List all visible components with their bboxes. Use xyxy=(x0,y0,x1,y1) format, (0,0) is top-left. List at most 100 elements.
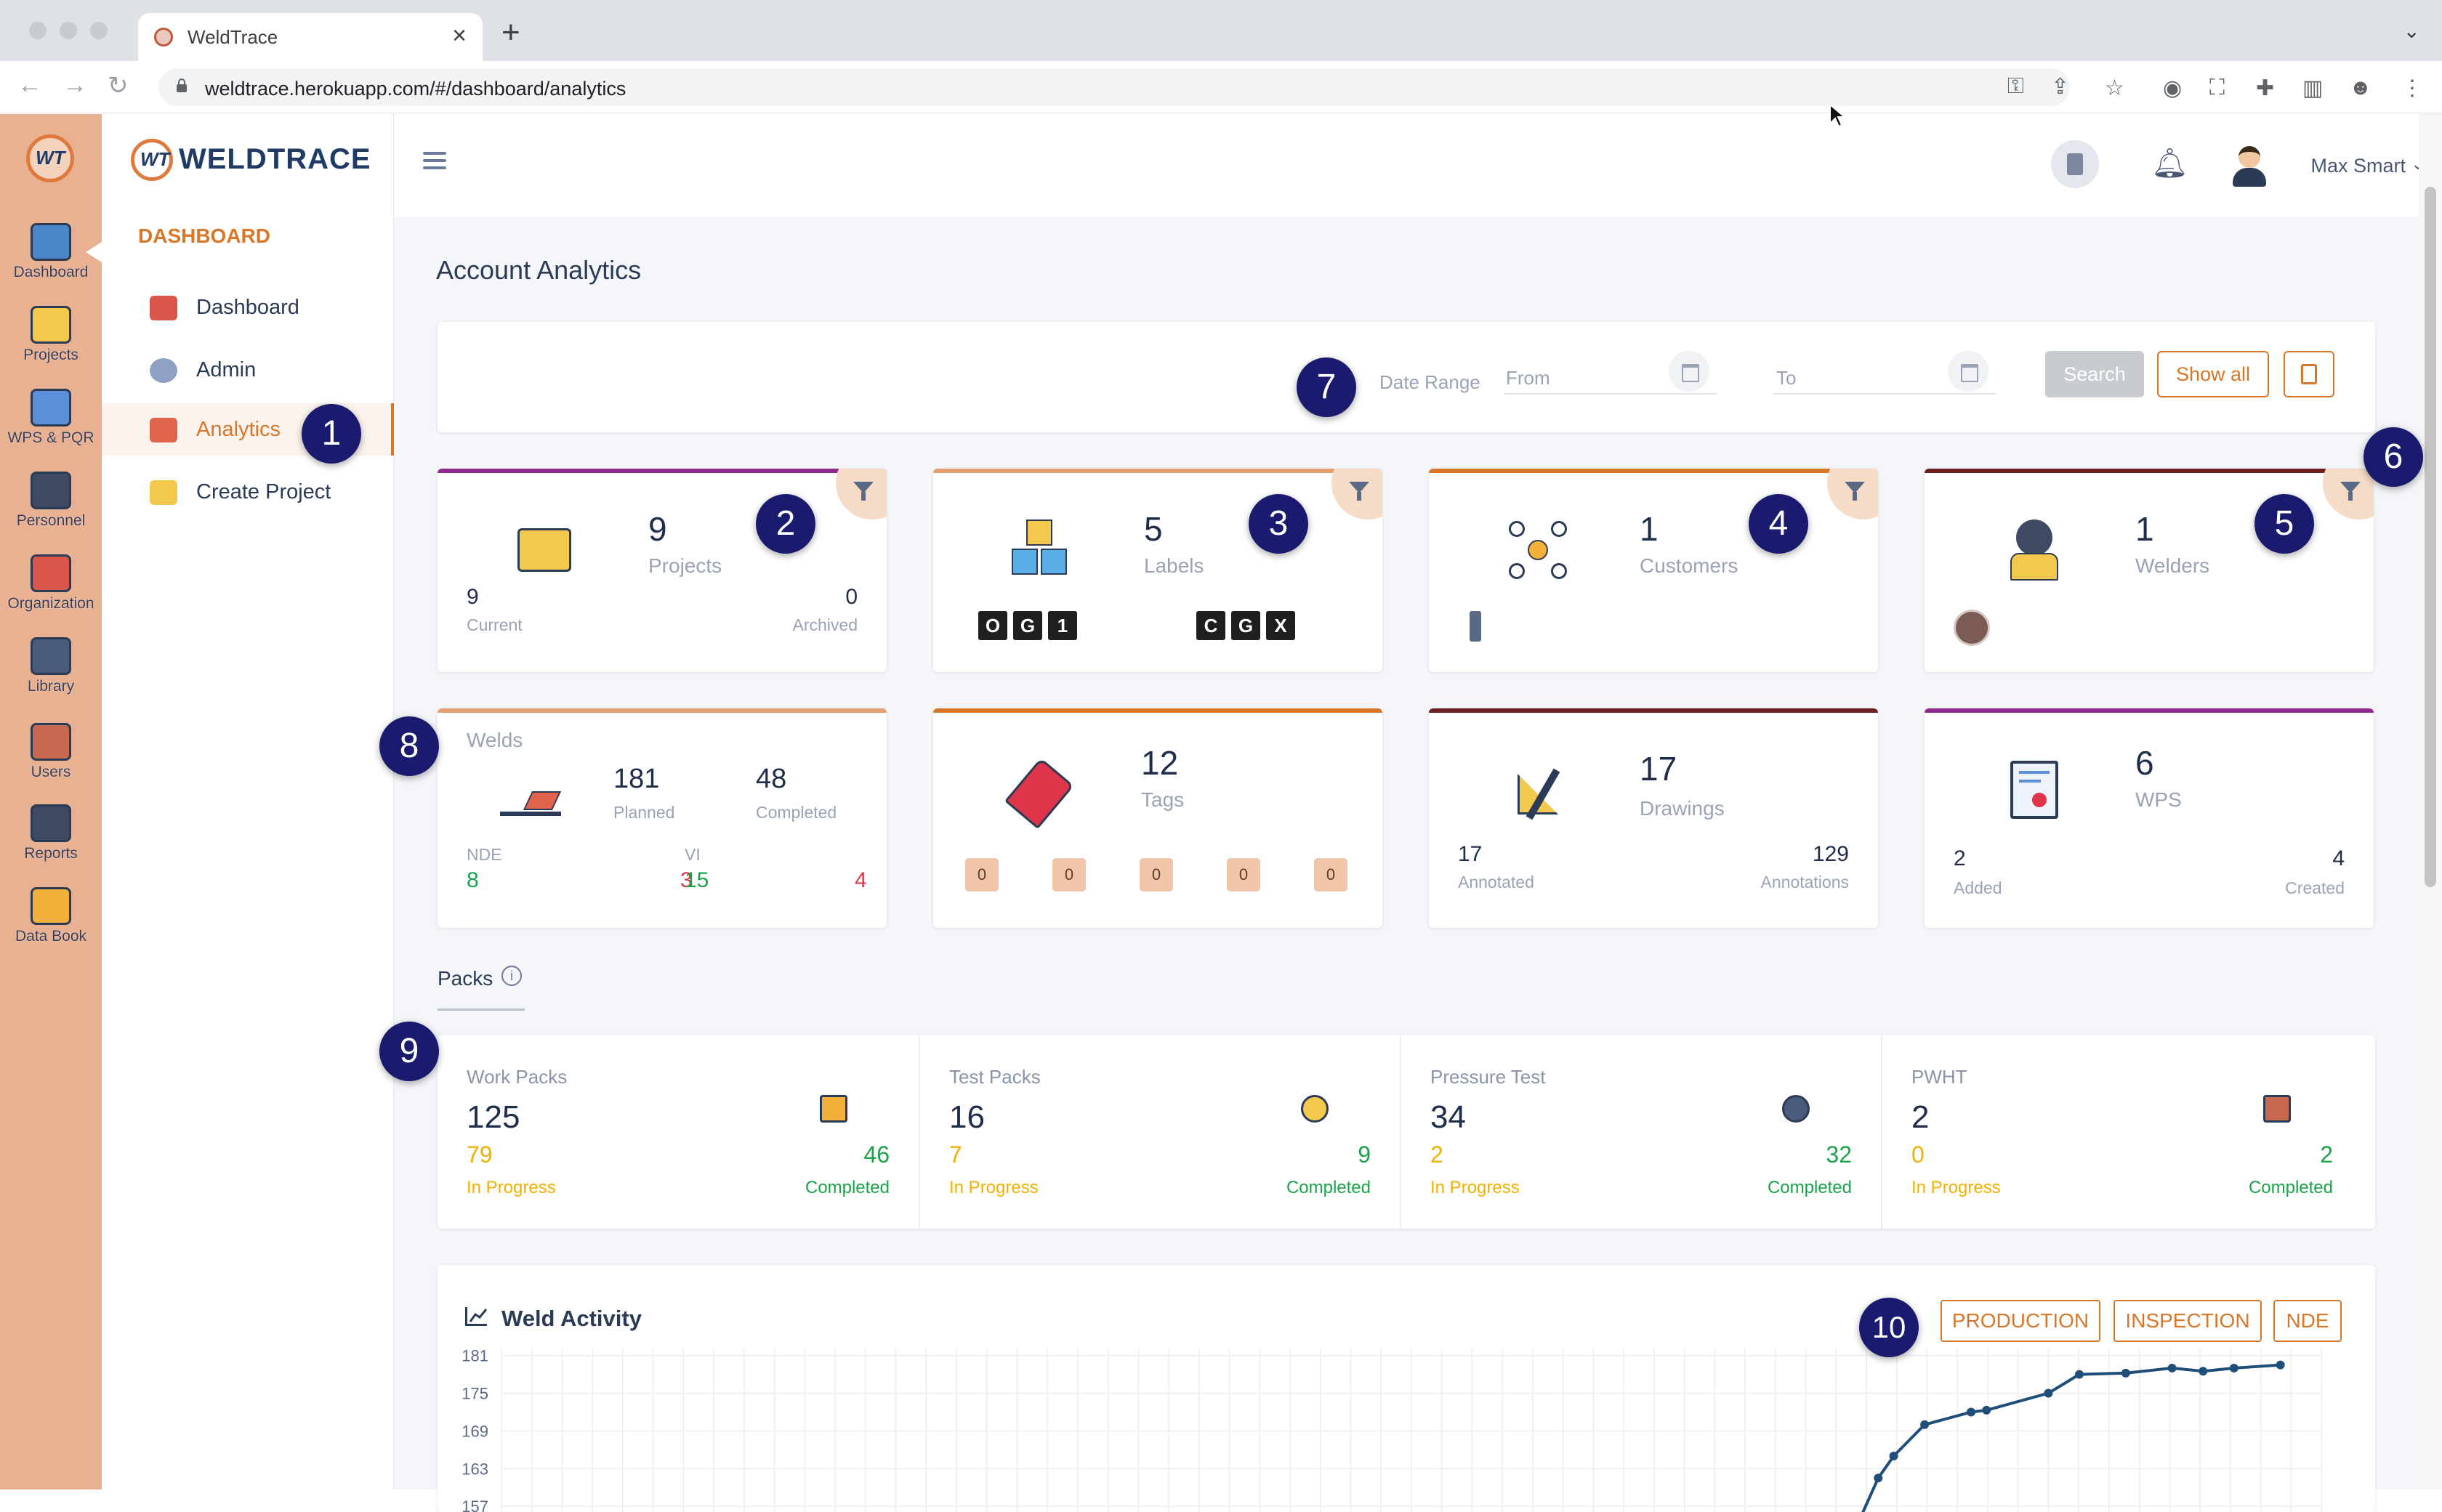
rail-item-projects[interactable]: Projects xyxy=(0,306,102,364)
label-chip[interactable]: C xyxy=(1196,611,1225,640)
drawings-card[interactable]: 17 Drawings 17 Annotated 129 Annotations xyxy=(1429,708,1878,928)
tag-count-chip[interactable]: 0 xyxy=(1314,858,1347,892)
filter-funnel-icon[interactable] xyxy=(1845,482,1865,501)
rail-item-personnel[interactable]: Personnel xyxy=(0,472,102,530)
projects-card[interactable]: 9 Projects 9 Current 0 Archived xyxy=(438,469,887,672)
hamburger-menu-icon[interactable] xyxy=(423,152,446,171)
calendar-icon[interactable] xyxy=(1948,351,1988,392)
label-chip[interactable]: O xyxy=(978,611,1007,640)
search-button[interactable]: Search xyxy=(2045,351,2144,397)
chart-point[interactable] xyxy=(2074,1370,2084,1379)
chart-point[interactable] xyxy=(2121,1368,2130,1378)
labels-card[interactable]: 5 Labels O G 1 C G X xyxy=(933,469,1382,672)
filter-funnel-icon[interactable] xyxy=(1349,482,1369,501)
screenshot-icon[interactable]: ⛶ xyxy=(2209,76,2225,100)
chart-point[interactable] xyxy=(1920,1420,1930,1429)
user-name[interactable]: Max Smart xyxy=(2310,155,2406,177)
chart-point[interactable] xyxy=(1874,1473,1883,1483)
wps-card[interactable]: 6 WPS 2 Added 4 Created xyxy=(1925,708,2374,928)
customers-card[interactable]: 1 Customers xyxy=(1429,469,1878,672)
filter-funnel-icon[interactable] xyxy=(853,482,874,501)
document-button[interactable] xyxy=(2051,140,2099,188)
chart-point[interactable] xyxy=(1889,1452,1898,1460)
profile-avatar-icon[interactable]: ☻ xyxy=(2349,76,2372,100)
rail-item-data-book[interactable]: Data Book xyxy=(0,887,102,945)
address-bar[interactable]: weldtrace.herokuapp.com/#/dashboard/anal… xyxy=(158,68,2070,106)
filter-funnel-icon[interactable] xyxy=(2340,482,2361,501)
tab-search-chevron-icon[interactable]: ⌄ xyxy=(2403,20,2420,42)
new-tab-icon[interactable]: + xyxy=(501,15,520,50)
forward-arrow-icon[interactable]: → xyxy=(63,71,87,99)
tags-card[interactable]: 12 Tags 0 0 0 0 0 xyxy=(933,708,1382,928)
date-to-field[interactable]: To xyxy=(1773,351,1996,395)
packs-panel: Work Packs 125 79 In Progress 46 Completed Tes… xyxy=(438,1035,2375,1229)
tag-count-chip[interactable]: 0 xyxy=(965,858,999,892)
chart-point[interactable] xyxy=(2199,1367,2208,1376)
tag-count-chip[interactable]: 0 xyxy=(1052,858,1086,892)
welder-avatar[interactable] xyxy=(1954,610,1990,646)
chart-point[interactable] xyxy=(2044,1388,2053,1398)
user-avatar[interactable] xyxy=(2230,146,2269,188)
pack-column[interactable]: PWHT 2 0 In Progress 2 Completed xyxy=(1881,1035,2362,1229)
customer-logo-icon[interactable] xyxy=(1470,611,1481,642)
rail-item-users[interactable]: Users xyxy=(0,723,102,781)
tab-close-icon[interactable]: × xyxy=(452,22,467,49)
rail-item-organization[interactable]: Organization xyxy=(0,554,102,613)
notification-bell-icon[interactable]: 🔔︎ xyxy=(2151,147,2188,179)
pack-in-progress-count: 7 xyxy=(949,1141,962,1168)
info-icon[interactable]: i xyxy=(501,966,522,986)
welders-card[interactable]: 1 Welders xyxy=(1925,469,2374,672)
share-icon[interactable]: ⇪ xyxy=(2051,75,2070,99)
app-logo-icon[interactable]: WT xyxy=(26,134,74,182)
pack-column[interactable]: Work Packs 125 79 In Progress 46 Completed xyxy=(438,1035,919,1229)
export-excel-button[interactable] xyxy=(2284,351,2334,397)
wps-certificate-icon xyxy=(2010,761,2058,819)
side-panel-icon[interactable]: ▥ xyxy=(2302,76,2324,100)
label-chip[interactable]: G xyxy=(1231,611,1260,640)
tag-count-chip[interactable]: 0 xyxy=(1140,858,1173,892)
rail-item-reports[interactable]: Reports xyxy=(0,804,102,862)
chart-point[interactable] xyxy=(1966,1407,1975,1417)
pack-column[interactable]: Pressure Test 34 2 In Progress 32 Completed xyxy=(1400,1035,1881,1229)
page-scrollbar[interactable] xyxy=(2419,114,2442,1489)
tab-packs[interactable]: Packs i xyxy=(438,964,525,1011)
pack-column[interactable]: Test Packs 16 7 In Progress 9 Completed xyxy=(919,1035,1400,1229)
scrollbar-thumb[interactable] xyxy=(2425,187,2436,887)
browser-menu-icon[interactable]: ⋮ xyxy=(2401,76,2423,100)
extensions-puzzle-icon[interactable]: ✚ xyxy=(2256,76,2275,100)
label-chip[interactable]: X xyxy=(1266,611,1295,640)
label-chip[interactable]: G xyxy=(1013,611,1042,640)
rail-item-wps-pqr[interactable]: WPS & PQR xyxy=(0,389,102,447)
sidebar-item-dashboard[interactable]: Dashboard xyxy=(102,281,394,333)
sidebar-item-admin[interactable]: Admin xyxy=(102,344,394,396)
tag-count-chip[interactable]: 0 xyxy=(1227,858,1260,892)
rail-item-library[interactable]: Library xyxy=(0,637,102,695)
chart-point[interactable] xyxy=(1982,1405,1991,1415)
inspection-button[interactable]: INSPECTION xyxy=(2113,1300,2262,1342)
label-chip[interactable]: 1 xyxy=(1048,611,1077,640)
sidebar-item-create-project[interactable]: Create Project xyxy=(102,466,394,518)
browser-tab[interactable]: WeldTrace × xyxy=(138,13,483,61)
nde-button[interactable]: NDE xyxy=(2273,1300,2342,1342)
chart-point[interactable] xyxy=(2276,1360,2285,1370)
production-button[interactable]: PRODUCTION xyxy=(1941,1300,2100,1342)
rail-item-dashboard[interactable]: Dashboard xyxy=(0,223,102,281)
window-zoom-dot[interactable] xyxy=(90,22,108,39)
vi-accepted-count: 15 xyxy=(685,868,709,892)
extension-orange-icon[interactable]: ◉ xyxy=(2163,76,2183,100)
window-minimize-dot[interactable] xyxy=(60,22,77,39)
reload-icon[interactable]: ↻ xyxy=(108,72,129,100)
password-key-icon[interactable]: ⚿ xyxy=(2007,74,2024,98)
weld-activity-chart[interactable]: 181175169163157151 xyxy=(445,1345,2364,1512)
chart-point[interactable] xyxy=(2167,1363,2177,1372)
welds-card[interactable]: Welds 181 Planned 48 Completed NDE 8 3 V… xyxy=(438,708,887,928)
window-close-dot[interactable] xyxy=(29,22,47,39)
bookmark-star-icon[interactable]: ☆ xyxy=(2105,76,2124,100)
chart-point[interactable] xyxy=(2229,1363,2238,1372)
calendar-icon[interactable] xyxy=(1669,351,1709,392)
labels-label: Labels xyxy=(1144,554,1204,577)
wps-count: 6 xyxy=(2135,744,2154,782)
show-all-button[interactable]: Show all xyxy=(2157,351,2269,397)
back-arrow-icon[interactable]: ← xyxy=(17,71,42,99)
date-from-field[interactable]: From xyxy=(1504,351,1717,395)
